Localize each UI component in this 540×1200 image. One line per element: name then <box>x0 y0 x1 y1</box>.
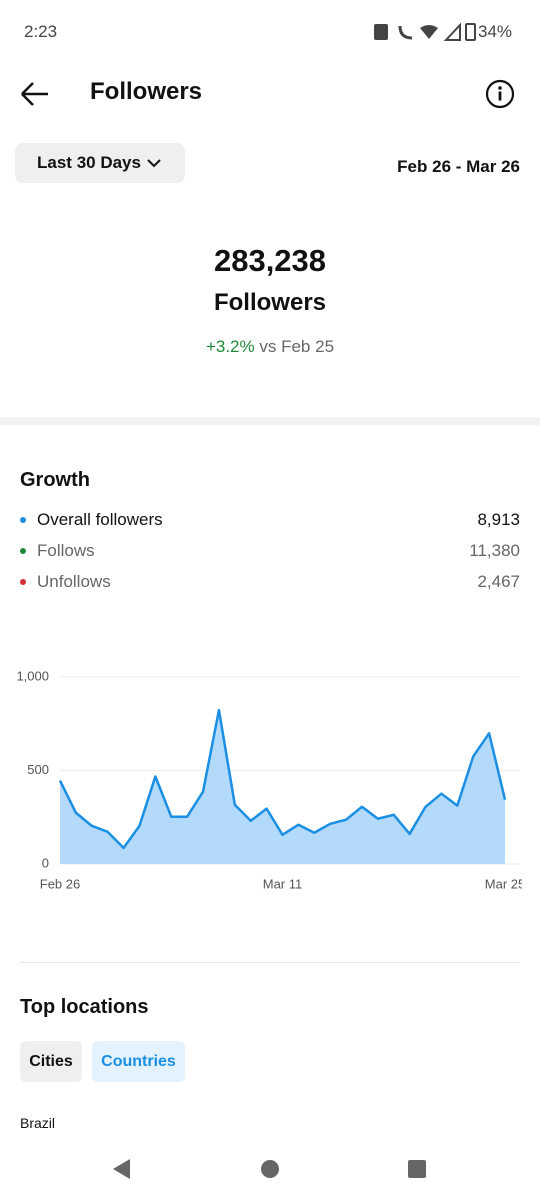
info-button[interactable] <box>485 79 515 109</box>
battery: 34% <box>478 22 513 41</box>
comparison: vs Feb 25 <box>259 337 335 356</box>
nav-back[interactable] <box>113 1159 130 1179</box>
legend-row: Unfollows 2,467 <box>20 572 520 594</box>
tab-cities[interactable]: Cities <box>20 1041 82 1082</box>
legend-row: Overall followers 8,913 <box>20 510 520 532</box>
nav-home[interactable] <box>261 1160 279 1178</box>
follower-count: 283,238 <box>213 243 327 278</box>
y-tick-label: 0 <box>42 855 49 870</box>
follower-label: Followers <box>213 289 327 316</box>
chart: 0 500 1,000 Feb 26 Mar 11 Mar 25 <box>16 668 522 891</box>
legend-dot <box>20 548 26 554</box>
y-tick-label: 1,000 <box>16 668 49 683</box>
legend-dot <box>20 579 26 585</box>
legend-name: Follows <box>37 541 95 560</box>
divider <box>20 962 520 963</box>
tab-countries[interactable]: Countries <box>92 1041 185 1082</box>
location-name: Brazil <box>20 1115 56 1131</box>
legend-dot <box>20 517 26 523</box>
x-tick-label: Mar 25 <box>485 876 522 891</box>
y-tick-label: 500 <box>27 762 49 777</box>
status-time: 2:23 <box>24 22 58 41</box>
legend-value: 11,380 <box>469 541 520 560</box>
period-label: Last 30 Days <box>37 153 141 172</box>
nav-bar <box>113 1159 426 1179</box>
line <box>58 708 507 850</box>
legend-row: Follows 11,380 <box>20 541 520 563</box>
legend-name: Overall followers <box>37 510 163 529</box>
status-icons <box>374 22 476 41</box>
page-title: Followers <box>90 78 203 105</box>
back-button[interactable] <box>18 80 52 108</box>
legend-value: 8,913 <box>477 510 520 529</box>
x-tick-label: Mar 11 <box>263 876 303 891</box>
change-line: +3.2% vs Feb 25 <box>0 337 540 357</box>
legend-value: 2,467 <box>477 572 520 591</box>
locations-title: Top locations <box>20 996 149 1018</box>
date-range: Feb 26 - Mar 26 <box>397 157 520 176</box>
chevron <box>147 159 161 168</box>
change: +3.2% <box>205 337 255 356</box>
period-selector[interactable]: Last 30 Days <box>15 143 185 183</box>
area <box>60 710 505 864</box>
nav-recents[interactable] <box>408 1160 426 1178</box>
growth-title: Growth <box>20 469 90 491</box>
legend-name: Unfollows <box>37 572 111 591</box>
x-tick-label: Feb 26 <box>40 876 80 891</box>
divider <box>0 417 540 425</box>
